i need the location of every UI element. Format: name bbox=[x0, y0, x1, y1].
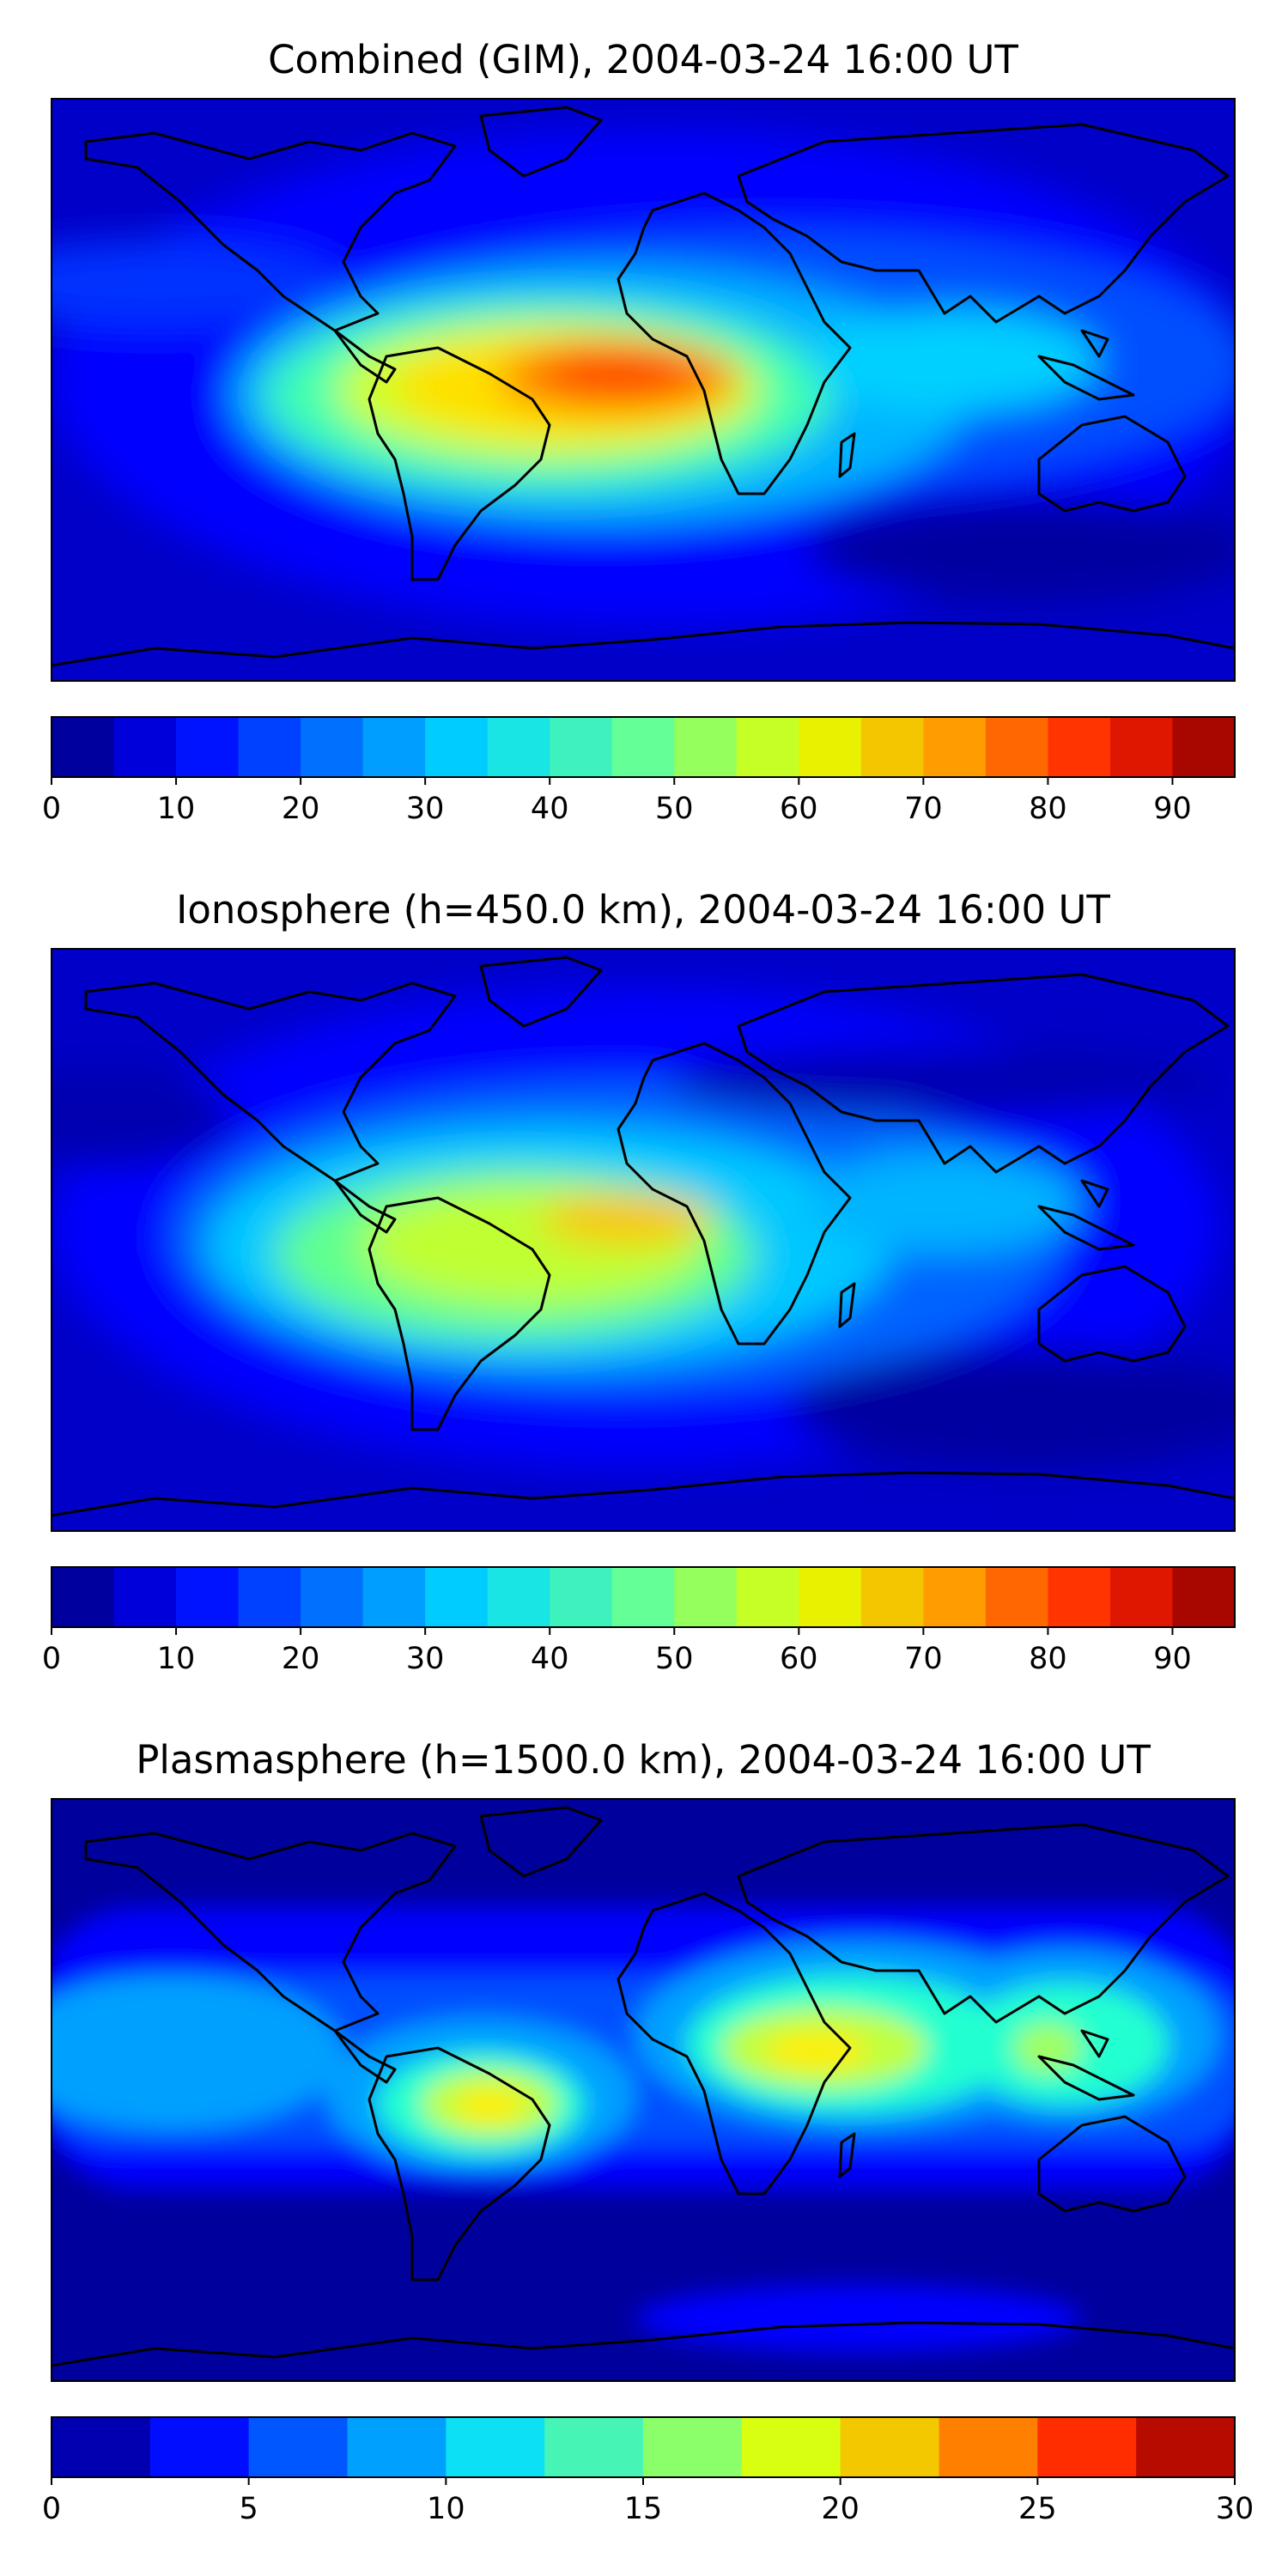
colorbar-bin bbox=[176, 717, 240, 777]
colorbar-bin bbox=[1172, 717, 1236, 777]
colorbar-tick-label: 60 bbox=[780, 792, 818, 826]
colorbar-bin bbox=[1136, 2417, 1236, 2477]
colorbar-bin bbox=[1048, 1567, 1111, 1627]
colorbar-tick-label: 30 bbox=[1216, 2492, 1255, 2526]
colorbar-bin bbox=[301, 1567, 364, 1627]
colorbar-tick-label: 10 bbox=[157, 792, 196, 826]
colorbar-tick-label: 20 bbox=[282, 1642, 320, 1676]
colorbar-tick-label: 70 bbox=[904, 1642, 943, 1676]
colorbar-bin bbox=[674, 717, 738, 777]
panel-ionosphere: Ionosphere (h=450.0 km), 2004-03-24 16:0… bbox=[42, 887, 1236, 1676]
heatmap-field bbox=[52, 99, 1235, 681]
colorbar-bin bbox=[176, 1567, 240, 1627]
colorbar-tick-label: 80 bbox=[1029, 792, 1067, 826]
colorbar-bin bbox=[840, 2417, 940, 2477]
colorbar-tick-label: 40 bbox=[531, 792, 569, 826]
colorbar-bin bbox=[550, 717, 613, 777]
colorbar-tick-label: 0 bbox=[42, 792, 61, 826]
colorbar-tick-label: 90 bbox=[1153, 1642, 1192, 1676]
colorbar-bin bbox=[736, 1567, 799, 1627]
panel-plasmasphere: Plasmasphere (h=1500.0 km), 2004-03-24 1… bbox=[42, 1737, 1255, 2526]
map-frame bbox=[51, 948, 1236, 1532]
colorbar-tick-label: 50 bbox=[655, 1642, 694, 1676]
colorbar-tick-label: 90 bbox=[1153, 792, 1192, 826]
panel-title: Ionosphere (h=450.0 km), 2004-03-24 16:0… bbox=[176, 887, 1110, 933]
colorbar-bin bbox=[362, 717, 426, 777]
colorbar-bin bbox=[860, 717, 924, 777]
colorbar-frame bbox=[51, 1566, 1236, 1628]
colorbar-bin bbox=[238, 1567, 301, 1627]
colorbar-bin bbox=[52, 1567, 115, 1627]
colorbar-bin bbox=[446, 2417, 545, 2477]
colorbar-bin bbox=[113, 1567, 177, 1627]
colorbar-bin bbox=[362, 1567, 426, 1627]
colorbar-bin bbox=[487, 1567, 550, 1627]
colorbar-bin bbox=[1172, 1567, 1236, 1627]
colorbar-bin bbox=[939, 2417, 1038, 2477]
colorbar-bin bbox=[611, 717, 675, 777]
colorbar-bin bbox=[487, 717, 550, 777]
colorbar-bin bbox=[301, 717, 364, 777]
colorbar-tick-label: 5 bbox=[240, 2492, 258, 2526]
colorbar-tick-label: 10 bbox=[427, 2492, 465, 2526]
map-frame bbox=[51, 98, 1236, 682]
colorbar: 0 10 20 30 40 50 60 70 80 90 bbox=[42, 716, 1236, 826]
heatmap-field bbox=[52, 1799, 1235, 2381]
colorbar-bin bbox=[923, 1567, 987, 1627]
colorbar-tick-label: 80 bbox=[1029, 1642, 1067, 1676]
colorbar-tick-label: 30 bbox=[406, 1642, 445, 1676]
colorbar-bin bbox=[741, 2417, 841, 2477]
colorbar-bin bbox=[149, 2417, 250, 2477]
colorbar-tick-label: 30 bbox=[406, 792, 445, 826]
colorbar-tick-label: 25 bbox=[1018, 2492, 1057, 2526]
colorbar-bin bbox=[544, 2417, 644, 2477]
colorbar: 0 5 10 15 20 25 30 bbox=[42, 2416, 1255, 2526]
colorbar-bin bbox=[985, 1567, 1049, 1627]
colorbar-bin bbox=[52, 2417, 151, 2477]
colorbar-bin bbox=[674, 1567, 738, 1627]
colorbar-frame bbox=[51, 716, 1236, 778]
colorbar-bin bbox=[248, 2417, 349, 2477]
map-frame bbox=[51, 1798, 1236, 2382]
colorbar-tick-label: 10 bbox=[157, 1642, 196, 1676]
colorbar-bin bbox=[347, 2417, 447, 2477]
colorbar-bin bbox=[113, 717, 177, 777]
colorbar-tick-label: 70 bbox=[904, 792, 943, 826]
colorbar-bin bbox=[425, 1567, 489, 1627]
panel-title: Combined (GIM), 2004-03-24 16:00 UT bbox=[268, 37, 1018, 82]
colorbar: 0 10 20 30 40 50 60 70 80 90 bbox=[42, 1566, 1236, 1676]
colorbar-bin bbox=[1048, 717, 1111, 777]
colorbar-tick-label: 20 bbox=[821, 2492, 860, 2526]
colorbar-bin bbox=[425, 717, 489, 777]
colorbar-tick-label: 15 bbox=[624, 2492, 663, 2526]
colorbar-bin bbox=[799, 1567, 862, 1627]
colorbar-tick-label: 20 bbox=[282, 792, 320, 826]
colorbar-bin bbox=[643, 2417, 743, 2477]
colorbar-bin bbox=[799, 717, 862, 777]
colorbar-bin bbox=[860, 1567, 924, 1627]
colorbar-bin bbox=[550, 1567, 613, 1627]
colorbar-bin bbox=[1109, 1567, 1174, 1627]
colorbar-bin bbox=[1037, 2417, 1137, 2477]
colorbar-bin bbox=[736, 717, 799, 777]
colorbar-tick-label: 50 bbox=[655, 792, 694, 826]
colorbar-bin bbox=[985, 717, 1049, 777]
colorbar-tick-label: 0 bbox=[42, 2492, 61, 2526]
colorbar-bin bbox=[611, 1567, 675, 1627]
colorbar-tick-label: 0 bbox=[42, 1642, 61, 1676]
panel-title: Plasmasphere (h=1500.0 km), 2004-03-24 1… bbox=[136, 1737, 1151, 1783]
colorbar-bin bbox=[923, 717, 987, 777]
colorbar-tick-label: 40 bbox=[531, 1642, 569, 1676]
colorbar-bin bbox=[1109, 717, 1174, 777]
colorbar-bin bbox=[52, 717, 115, 777]
colorbar-tick-label: 60 bbox=[780, 1642, 818, 1676]
panel-combined: Combined (GIM), 2004-03-24 16:00 UT 0 10 2… bbox=[42, 37, 1236, 826]
colorbar-bin bbox=[238, 717, 301, 777]
